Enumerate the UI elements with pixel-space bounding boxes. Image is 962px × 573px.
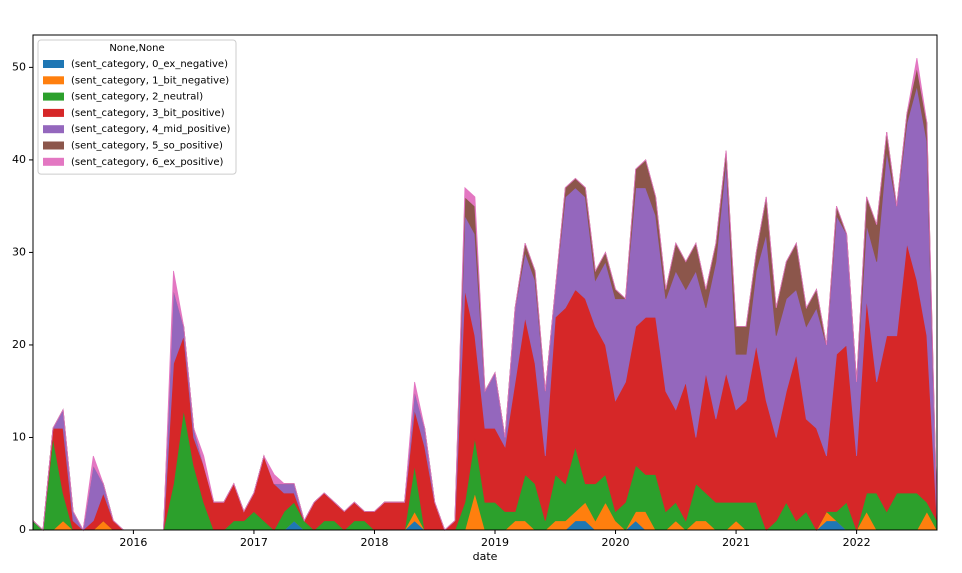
x-tick-label: 2016 (119, 536, 147, 549)
x-tick-label: 2022 (843, 536, 871, 549)
y-tick-label: 20 (12, 338, 26, 351)
legend-swatch (43, 108, 64, 117)
x-tick-label: 2018 (360, 536, 388, 549)
x-tick-label: 2020 (602, 536, 630, 549)
x-tick-label: 2017 (240, 536, 268, 549)
legend-swatch (43, 141, 64, 150)
x-axis-label: date (473, 550, 498, 563)
y-tick-label: 0 (19, 523, 26, 536)
plot-frame (32, 34, 938, 531)
legend-label: (sent_category, 2_neutral) (71, 92, 203, 103)
legend-swatch (43, 157, 64, 166)
legend-swatch (43, 76, 64, 85)
legend-label: (sent_category, 0_ex_negative) (71, 59, 228, 70)
legend-label: (sent_category, 4_mid_positive) (71, 124, 231, 135)
y-tick-label: 50 (12, 60, 26, 73)
y-tick-label: 40 (12, 153, 26, 166)
legend-label: (sent_category, 1_bit_negative) (71, 75, 229, 86)
legend-swatch (43, 60, 64, 68)
legend-label: (sent_category, 3_bit_positive) (71, 108, 225, 119)
legend-swatch (43, 125, 64, 134)
y-tick-label: 30 (12, 245, 26, 258)
legend-label: (sent_category, 6_ex_positive) (71, 157, 224, 168)
legend-box (37, 39, 237, 175)
legend-title: None,None (109, 43, 164, 54)
y-tick-label: 10 (12, 430, 26, 443)
legend-swatch (43, 92, 64, 101)
legend-label: (sent_category, 5_so_positive) (71, 141, 223, 152)
legend: None,None (sent_category, 0_ex_negative) (… (37, 39, 237, 175)
x-tick-label: 2019 (481, 536, 509, 549)
x-tick-label: 2021 (722, 536, 750, 549)
